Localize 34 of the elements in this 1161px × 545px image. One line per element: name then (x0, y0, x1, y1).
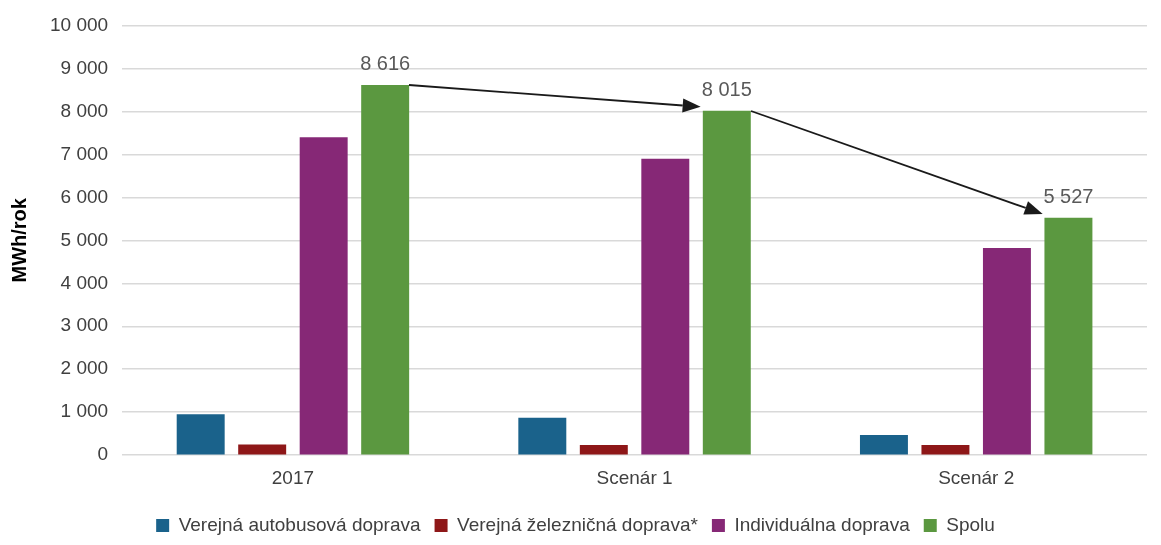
legend-label: Verejná autobusová doprava (178, 513, 421, 535)
bar (518, 417, 567, 455)
data-label: 8 015 (701, 78, 752, 101)
y-tick-label: 2 000 (60, 357, 109, 379)
legend-label: Individuálna doprava (734, 513, 911, 535)
y-tick-label: 0 (97, 443, 109, 465)
bar (1044, 217, 1093, 455)
y-tick-label: 1 000 (60, 400, 109, 422)
bar (859, 435, 908, 455)
data-label: 8 616 (360, 52, 411, 75)
y-tick-label: 8 000 (60, 99, 109, 121)
bar (361, 84, 410, 455)
y-tick-label: 9 000 (60, 56, 109, 78)
bar (299, 137, 348, 455)
x-tick-label: 2017 (271, 466, 315, 488)
y-tick-label: 5 000 (60, 228, 109, 250)
bar (176, 414, 225, 455)
bar (579, 444, 628, 455)
bar (921, 444, 970, 455)
bar (238, 444, 287, 455)
y-axis-title: MWh/rok (7, 197, 30, 283)
y-tick-label: 3 000 (60, 314, 109, 336)
y-tick-label: 7 000 (60, 142, 109, 164)
y-tick-label: 4 000 (60, 271, 109, 293)
bar (641, 158, 690, 455)
legend-label: Verejná železničná doprava* (457, 513, 699, 535)
x-tick-label: Scenár 1 (596, 466, 673, 488)
legend-label: Spolu (946, 513, 995, 535)
bar (982, 248, 1031, 455)
x-tick-label: Scenár 2 (938, 466, 1015, 488)
y-tick-label: 10 000 (49, 13, 109, 35)
data-label: 5 527 (1043, 185, 1094, 208)
bar (702, 110, 751, 455)
y-tick-label: 6 000 (60, 185, 109, 207)
